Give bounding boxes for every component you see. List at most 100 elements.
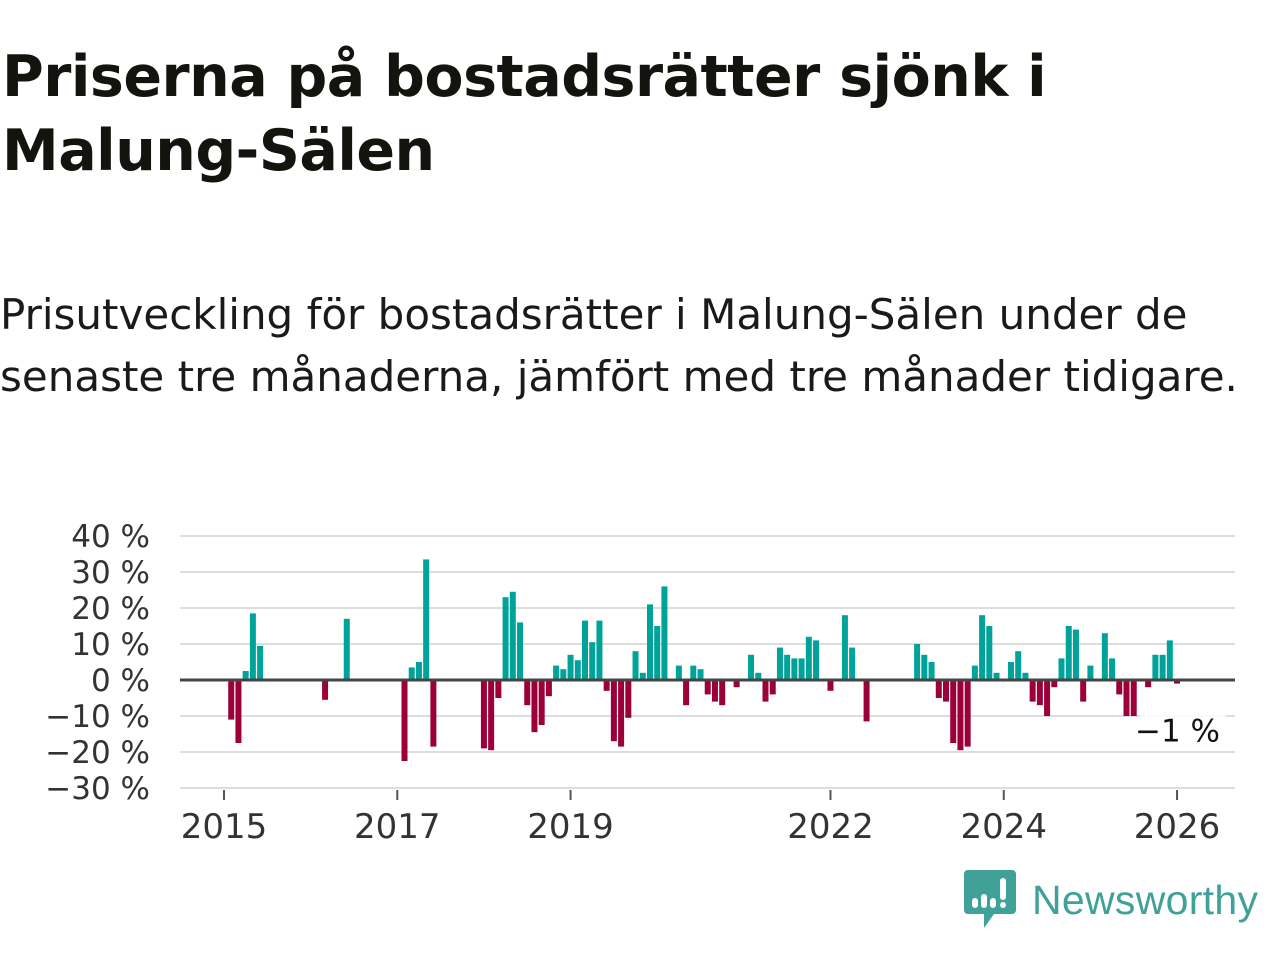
bar — [646, 604, 653, 680]
bar — [1087, 665, 1094, 680]
bar — [1109, 658, 1116, 680]
newsworthy-logo: Newsworthy — [964, 870, 1258, 930]
bar — [423, 559, 430, 680]
bar — [408, 667, 415, 680]
bar — [755, 672, 762, 680]
bar — [733, 680, 740, 688]
bar — [762, 680, 769, 702]
bar — [827, 680, 834, 691]
bar — [1065, 626, 1072, 680]
bar — [545, 680, 552, 697]
bar — [683, 680, 690, 706]
bar — [415, 662, 422, 680]
bar — [553, 665, 560, 680]
bar — [769, 680, 776, 695]
bar — [1123, 680, 1130, 716]
bar — [257, 645, 264, 680]
bar — [538, 680, 545, 725]
bar — [921, 654, 928, 680]
bar — [1145, 680, 1152, 688]
bar — [235, 680, 242, 743]
bar — [1130, 680, 1137, 716]
y-tick-label: 30 % — [71, 555, 150, 591]
bar — [343, 618, 350, 680]
bar — [1116, 680, 1123, 695]
bar-chart: 40 %30 %20 %10 %0 %−10 %−20 %−30 % 2015 20… — [45, 519, 1235, 847]
bar — [574, 660, 581, 680]
page-title: Priserna på bostadsrätter sjönk i Malung… — [2, 44, 1047, 184]
x-tick-label: 2015 — [181, 807, 268, 847]
bar — [979, 615, 986, 680]
bar — [986, 626, 993, 680]
bar — [675, 665, 682, 680]
bar — [719, 680, 726, 706]
x-tick-label: 2024 — [960, 807, 1047, 847]
bar — [1007, 662, 1014, 680]
x-tick-label: 2022 — [787, 807, 874, 847]
bar — [914, 644, 921, 680]
bar — [517, 622, 524, 680]
bar — [1152, 654, 1159, 680]
bar — [1101, 633, 1108, 680]
bar — [690, 665, 697, 680]
bar — [957, 680, 964, 751]
bar — [1058, 658, 1065, 680]
bar — [1022, 672, 1029, 680]
newsworthy-logo-icon — [964, 870, 1016, 928]
annotation-background — [1140, 712, 1226, 751]
bar — [1166, 640, 1173, 680]
bar — [798, 658, 805, 680]
bar — [1174, 680, 1181, 684]
bar — [610, 680, 617, 742]
bar — [509, 591, 516, 680]
bar — [697, 669, 704, 680]
bar — [935, 680, 942, 698]
bar — [791, 658, 798, 680]
bar — [776, 647, 783, 680]
bar — [1015, 651, 1022, 680]
bar — [971, 665, 978, 680]
y-tick-label: 10 % — [71, 627, 150, 663]
bar — [784, 654, 791, 680]
bar — [401, 680, 408, 761]
bar — [805, 636, 812, 680]
y-tick-label: 40 % — [71, 519, 150, 555]
y-tick-label: 20 % — [71, 591, 150, 627]
bar — [943, 680, 949, 702]
y-tick-label: −20 % — [45, 735, 150, 771]
bar — [1036, 680, 1043, 706]
bar — [841, 615, 848, 680]
bar — [748, 654, 755, 680]
x-tick-label: 2026 — [1134, 807, 1221, 847]
x-tick-label: 2019 — [527, 807, 614, 847]
bar — [524, 680, 531, 706]
bar — [322, 680, 329, 700]
y-tick-label: −30 % — [45, 771, 150, 807]
bar — [589, 642, 596, 680]
bar — [928, 662, 935, 680]
bar — [1080, 680, 1087, 702]
bar — [964, 680, 971, 747]
bar — [480, 680, 487, 749]
bar — [704, 680, 711, 695]
bar — [1029, 680, 1036, 702]
bar — [531, 680, 538, 733]
bar — [654, 626, 661, 680]
y-tick-label: −10 % — [45, 699, 150, 735]
bar — [813, 640, 820, 680]
bar — [582, 620, 588, 680]
bar — [430, 680, 437, 747]
bar — [567, 654, 574, 680]
bar — [849, 647, 856, 680]
bar — [632, 651, 639, 680]
bar — [639, 672, 646, 680]
x-tick-label: 2017 — [354, 807, 441, 847]
bar — [228, 680, 235, 720]
bar — [488, 680, 495, 751]
bar — [993, 672, 1000, 680]
bar — [1051, 680, 1058, 688]
y-tick-label: 0 % — [91, 663, 150, 699]
bar — [249, 613, 256, 680]
bar — [596, 620, 603, 680]
bar — [603, 680, 610, 691]
